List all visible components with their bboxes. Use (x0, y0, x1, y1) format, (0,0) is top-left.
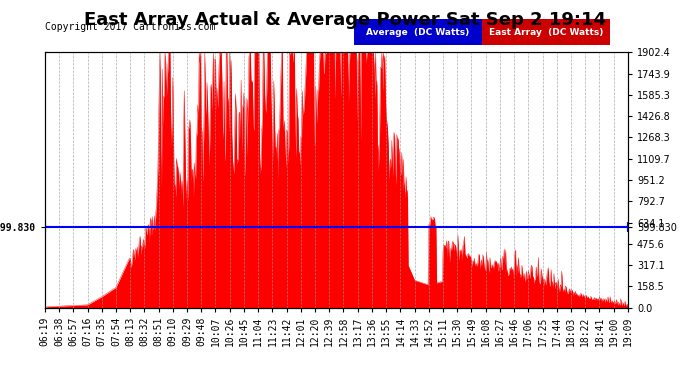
FancyBboxPatch shape (482, 20, 611, 45)
Text: East Array  (DC Watts): East Array (DC Watts) (489, 28, 604, 37)
Text: Average  (DC Watts): Average (DC Watts) (366, 28, 470, 37)
FancyBboxPatch shape (354, 20, 482, 45)
Text: East Array Actual & Average Power Sat Sep 2 19:14: East Array Actual & Average Power Sat Se… (84, 11, 606, 29)
Text: Copyright 2017 Cartronics.com: Copyright 2017 Cartronics.com (45, 22, 215, 32)
